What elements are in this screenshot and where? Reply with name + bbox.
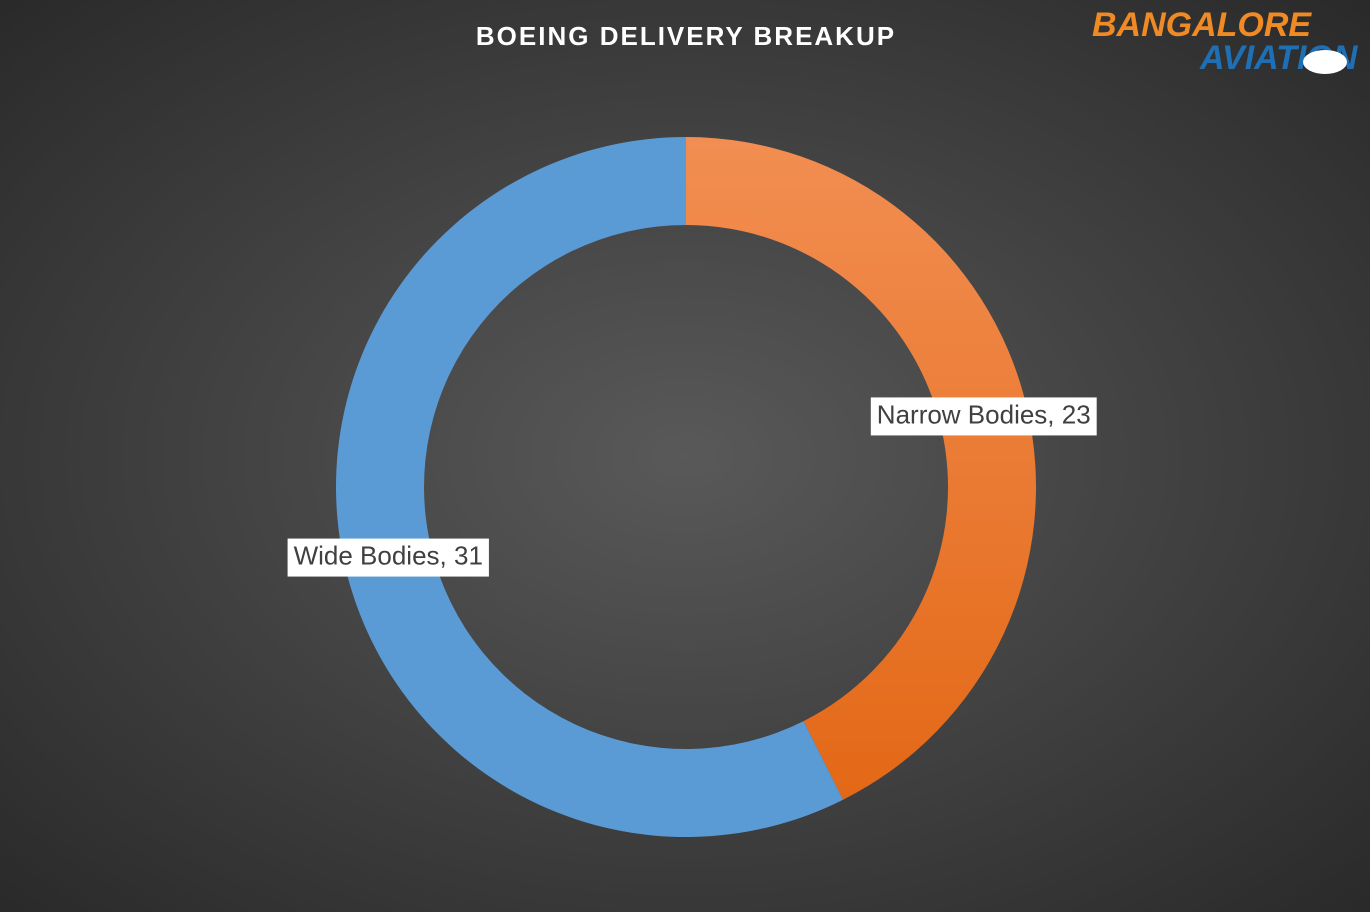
donut-slice: [686, 137, 1036, 800]
plot-area: Narrow Bodies, 23 Wide Bodies, 31: [287, 137, 1097, 837]
donut-slice: [335, 137, 844, 837]
logo-line-1: BANGALORE: [1092, 6, 1312, 44]
data-label-box: [287, 538, 489, 577]
chart-title: BOEING DELIVERY BREAKUP: [476, 21, 896, 51]
data-label: Wide Bodies, 31: [287, 538, 489, 577]
data-label-box: [870, 397, 1097, 436]
data-label-text: Narrow Bodies, 23: [877, 399, 1091, 429]
logo: BANGALORE AVIATION: [1092, 6, 1359, 77]
logo-cloud: [1303, 50, 1347, 74]
data-label-text: Wide Bodies, 31: [294, 540, 483, 570]
data-label: Narrow Bodies, 23: [870, 397, 1097, 436]
